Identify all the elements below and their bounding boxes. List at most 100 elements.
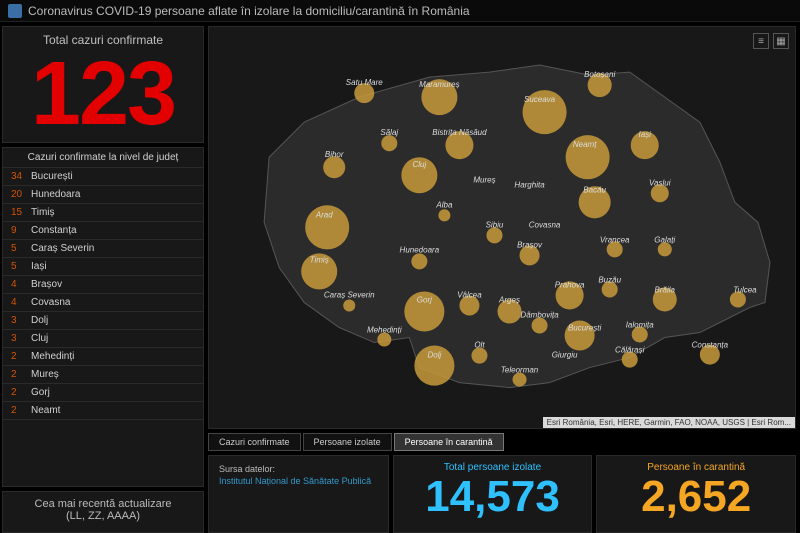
total-cases-value: 123: [7, 47, 199, 142]
last-update-format: (LL, ZZ, AAAA): [7, 510, 199, 522]
table-row[interactable]: 4 Covasna: [3, 294, 203, 312]
row-name: Mureș: [31, 369, 59, 380]
svg-text:Suceava: Suceava: [524, 95, 556, 104]
grid-view-icon[interactable]: ▦: [773, 33, 789, 49]
svg-text:Caraș Severin: Caraș Severin: [324, 290, 375, 299]
svg-text:Bihor: Bihor: [325, 150, 344, 159]
right-column: ≡ ▦ Satu MareMaramureșSuceavaBotoșaniBis…: [206, 22, 800, 533]
table-row[interactable]: 20 Hunedoara: [3, 186, 203, 204]
svg-text:Bistrița Năsăud: Bistrița Năsăud: [432, 128, 487, 137]
total-cases-panel: Total cazuri confirmate 123: [2, 26, 204, 143]
svg-text:Buzău: Buzău: [598, 275, 621, 284]
app-icon: [8, 4, 22, 18]
svg-text:Mehedinți: Mehedinți: [367, 326, 402, 335]
table-row[interactable]: 3 Dolj: [3, 312, 203, 330]
svg-text:Covasna: Covasna: [529, 220, 561, 229]
svg-text:Arad: Arad: [315, 210, 333, 219]
row-name: Gorj: [31, 387, 50, 398]
last-update-panel: Cea mai recentă actualizare (LL, ZZ, AAA…: [2, 491, 204, 533]
svg-text:Maramureș: Maramureș: [419, 80, 459, 89]
tab-persoane-izolate[interactable]: Persoane izolate: [303, 433, 392, 451]
isolated-value: 14,573: [398, 475, 588, 519]
list-view-icon[interactable]: ≡: [753, 33, 769, 49]
county-list-header: Cazuri confirmate la nivel de județ: [3, 148, 203, 168]
row-count: 2: [11, 369, 25, 380]
row-name: Iași: [31, 261, 47, 272]
svg-text:Neamț: Neamț: [573, 140, 597, 149]
map-controls: ≡ ▦: [753, 33, 789, 49]
row-name: Hunedoara: [31, 189, 80, 200]
row-count: 3: [11, 315, 25, 326]
svg-text:Satu Mare: Satu Mare: [346, 78, 383, 87]
row-count: 2: [11, 387, 25, 398]
table-row[interactable]: 3 Cluj: [3, 330, 203, 348]
table-row[interactable]: 5 Iași: [3, 258, 203, 276]
quarantine-panel: Persoane în carantină 2,652: [596, 455, 796, 533]
svg-text:Vaslui: Vaslui: [649, 178, 671, 187]
page-title: Coronavirus COVID-19 persoane aflate în …: [28, 4, 470, 18]
svg-text:Constanța: Constanța: [692, 341, 729, 350]
table-row[interactable]: 2Mehedinți: [3, 348, 203, 366]
row-count: 3: [11, 333, 25, 344]
row-name: București: [31, 171, 73, 182]
svg-text:Dâmbovița: Dâmbovița: [520, 310, 559, 319]
svg-text:Olt: Olt: [474, 341, 485, 350]
row-count: 4: [11, 279, 25, 290]
row-name: Covasna: [31, 297, 70, 308]
svg-text:Iași: Iași: [639, 130, 652, 139]
title-bar: Coronavirus COVID-19 persoane aflate în …: [0, 0, 800, 22]
svg-text:Alba: Alba: [435, 200, 453, 209]
table-row[interactable]: 2 Gorj: [3, 384, 203, 402]
county-list-panel: Cazuri confirmate la nivel de județ 34Bu…: [2, 147, 204, 488]
county-list-body[interactable]: 34București20Hunedoara15Timiș9Constanța5…: [3, 168, 203, 487]
svg-text:București: București: [568, 324, 602, 333]
tab-cazuri-confirmate[interactable]: Cazuri confirmate: [208, 433, 301, 451]
svg-text:Bacău: Bacău: [583, 185, 606, 194]
data-source-panel: Sursa datelor: Institutul Național de Să…: [208, 455, 389, 533]
row-count: 4: [11, 297, 25, 308]
svg-text:Cluj: Cluj: [412, 160, 426, 169]
map-layer-tabs: Cazuri confirmatePersoane izolatePersoan…: [208, 433, 796, 451]
table-row[interactable]: 4 Brașov: [3, 276, 203, 294]
map-canvas[interactable]: Satu MareMaramureșSuceavaBotoșaniBistriț…: [209, 27, 795, 428]
map-panel[interactable]: ≡ ▦ Satu MareMaramureșSuceavaBotoșaniBis…: [208, 26, 796, 429]
main-layout: Total cazuri confirmate 123 Cazuri confi…: [0, 22, 800, 533]
row-name: Cluj: [31, 333, 48, 344]
table-row[interactable]: 15Timiș: [3, 204, 203, 222]
svg-text:Sibiu: Sibiu: [486, 220, 504, 229]
table-row[interactable]: 2 Neamt: [3, 402, 203, 420]
bottom-stats-row: Sursa datelor: Institutul Național de Să…: [208, 455, 796, 533]
svg-text:Teleorman: Teleorman: [501, 366, 539, 375]
row-count: 15: [11, 207, 25, 218]
isolated-panel: Total persoane izolate 14,573: [393, 455, 593, 533]
row-name: Brașov: [31, 279, 62, 290]
svg-text:Mureș: Mureș: [473, 175, 495, 184]
svg-text:Sălaj: Sălaj: [380, 128, 398, 137]
row-name: Dolj: [31, 315, 48, 326]
svg-text:Hunedoara: Hunedoara: [400, 245, 440, 254]
svg-text:Gorj: Gorj: [417, 295, 432, 304]
row-count: 2: [11, 405, 25, 416]
row-name: Constanța: [31, 225, 77, 236]
svg-text:Argeș: Argeș: [498, 295, 520, 304]
svg-text:Brașov: Brașov: [517, 240, 543, 249]
row-name: Neamt: [31, 405, 60, 416]
table-row[interactable]: 9Constanța: [3, 222, 203, 240]
table-row[interactable]: 5Caraș Severin: [3, 240, 203, 258]
svg-text:Dolj: Dolj: [427, 351, 441, 360]
last-update-label: Cea mai recentă actualizare: [7, 498, 199, 510]
svg-text:Timiș: Timiș: [310, 255, 329, 264]
data-source-label: Sursa datelor:: [213, 462, 384, 476]
row-name: Caraș Severin: [31, 243, 94, 254]
left-column: Total cazuri confirmate 123 Cazuri confi…: [0, 22, 206, 533]
table-row[interactable]: 34 București: [3, 168, 203, 186]
tab-persoane-în-carantină[interactable]: Persoane în carantină: [394, 433, 504, 451]
table-row[interactable]: 2 Mureș: [3, 366, 203, 384]
row-count: 34: [11, 171, 25, 182]
row-count: 5: [11, 261, 25, 272]
row-count: 20: [11, 189, 25, 200]
svg-text:Harghita: Harghita: [514, 180, 545, 189]
data-source-link[interactable]: Institutul Național de Sănătate Publică: [213, 476, 384, 486]
svg-text:Prahova: Prahova: [555, 280, 585, 289]
svg-text:Vâlcea: Vâlcea: [457, 290, 482, 299]
